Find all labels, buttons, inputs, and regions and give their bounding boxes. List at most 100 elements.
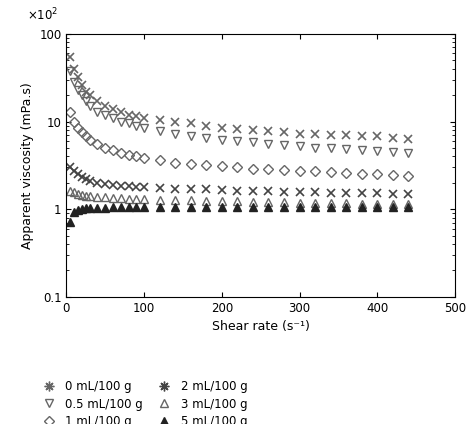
1 mL/100 g [134,154,139,159]
1 mL/100 g [102,145,108,151]
2 mL/100 g [67,165,73,170]
0.5 mL/100 g [374,148,380,153]
5 mL/100 g [328,205,334,210]
5 mL/100 g [102,205,108,210]
3 mL/100 g [71,190,77,195]
0 mL/100 g [173,119,178,124]
3 mL/100 g [343,201,349,206]
1 mL/100 g [328,170,334,175]
1 mL/100 g [343,170,349,176]
0 mL/100 g [110,106,116,111]
5 mL/100 g [312,205,318,210]
1 mL/100 g [188,161,193,166]
2 mL/100 g [87,179,92,184]
2 mL/100 g [359,191,365,196]
5 mL/100 g [110,205,116,210]
0.5 mL/100 g [118,119,124,124]
Legend: 0 mL/100 g, 0.5 mL/100 g, 1 mL/100 g, 2 mL/100 g, 3 mL/100 g, 5 mL/100 g: 0 mL/100 g, 0.5 mL/100 g, 1 mL/100 g, 2 … [33,377,251,424]
0 mL/100 g [281,130,287,135]
1 mL/100 g [281,167,287,173]
0 mL/100 g [297,131,302,136]
0 mL/100 g [79,83,85,88]
Line: 1 mL/100 g: 1 mL/100 g [67,108,412,179]
0.5 mL/100 g [265,141,271,146]
3 mL/100 g [297,200,302,205]
3 mL/100 g [102,195,108,200]
Line: 0.5 mL/100 g: 0.5 mL/100 g [66,67,412,157]
0.5 mL/100 g [328,145,334,151]
0 mL/100 g [374,134,380,139]
Y-axis label: Apparent viscosity (mPa.s): Apparent viscosity (mPa.s) [21,82,34,249]
0.5 mL/100 g [203,135,209,140]
3 mL/100 g [219,198,225,204]
1 mL/100 g [95,142,100,147]
2 mL/100 g [83,177,89,182]
3 mL/100 g [118,196,124,201]
5 mL/100 g [297,205,302,210]
5 mL/100 g [188,205,193,210]
0 mL/100 g [312,131,318,137]
1 mL/100 g [110,148,116,153]
3 mL/100 g [67,189,73,194]
5 mL/100 g [141,205,147,210]
0.5 mL/100 g [157,128,163,134]
5 mL/100 g [75,207,81,212]
3 mL/100 g [83,193,89,198]
5 mL/100 g [203,205,209,210]
1 mL/100 g [118,150,124,155]
0 mL/100 g [102,103,108,109]
Line: 0 mL/100 g: 0 mL/100 g [66,53,412,143]
5 mL/100 g [219,205,225,210]
2 mL/100 g [406,192,411,197]
3 mL/100 g [235,199,240,204]
2 mL/100 g [328,190,334,195]
5 mL/100 g [173,205,178,210]
0 mL/100 g [265,128,271,134]
1 mL/100 g [75,125,81,130]
0.5 mL/100 g [219,137,225,142]
5 mL/100 g [79,206,85,212]
0.5 mL/100 g [297,144,302,149]
0 mL/100 g [359,134,365,139]
0 mL/100 g [118,109,124,114]
2 mL/100 g [126,184,131,189]
Line: 2 mL/100 g: 2 mL/100 g [66,163,412,198]
0.5 mL/100 g [87,103,92,109]
0.5 mL/100 g [235,139,240,144]
1 mL/100 g [265,167,271,172]
1 mL/100 g [79,130,85,135]
0.5 mL/100 g [141,125,147,130]
5 mL/100 g [374,205,380,210]
0.5 mL/100 g [75,87,81,92]
0 mL/100 g [250,128,256,133]
Line: 5 mL/100 g: 5 mL/100 g [66,203,412,226]
Text: $\times 10^2$: $\times 10^2$ [27,7,59,23]
0 mL/100 g [328,133,334,138]
2 mL/100 g [141,185,147,190]
3 mL/100 g [203,198,209,203]
0.5 mL/100 g [71,80,77,85]
2 mL/100 g [95,180,100,185]
5 mL/100 g [87,206,92,211]
1 mL/100 g [203,162,209,167]
0.5 mL/100 g [79,92,85,98]
0 mL/100 g [87,92,92,98]
0.5 mL/100 g [102,112,108,117]
1 mL/100 g [312,169,318,174]
3 mL/100 g [75,191,81,196]
5 mL/100 g [118,205,124,210]
3 mL/100 g [406,201,411,206]
2 mL/100 g [250,188,256,193]
1 mL/100 g [173,160,178,165]
2 mL/100 g [219,187,225,192]
0.5 mL/100 g [359,148,365,153]
2 mL/100 g [188,187,193,192]
5 mL/100 g [83,206,89,211]
0.5 mL/100 g [281,142,287,148]
2 mL/100 g [134,184,139,190]
5 mL/100 g [281,205,287,210]
0 mL/100 g [203,123,209,128]
0 mL/100 g [83,89,89,94]
1 mL/100 g [250,166,256,171]
3 mL/100 g [95,194,100,199]
